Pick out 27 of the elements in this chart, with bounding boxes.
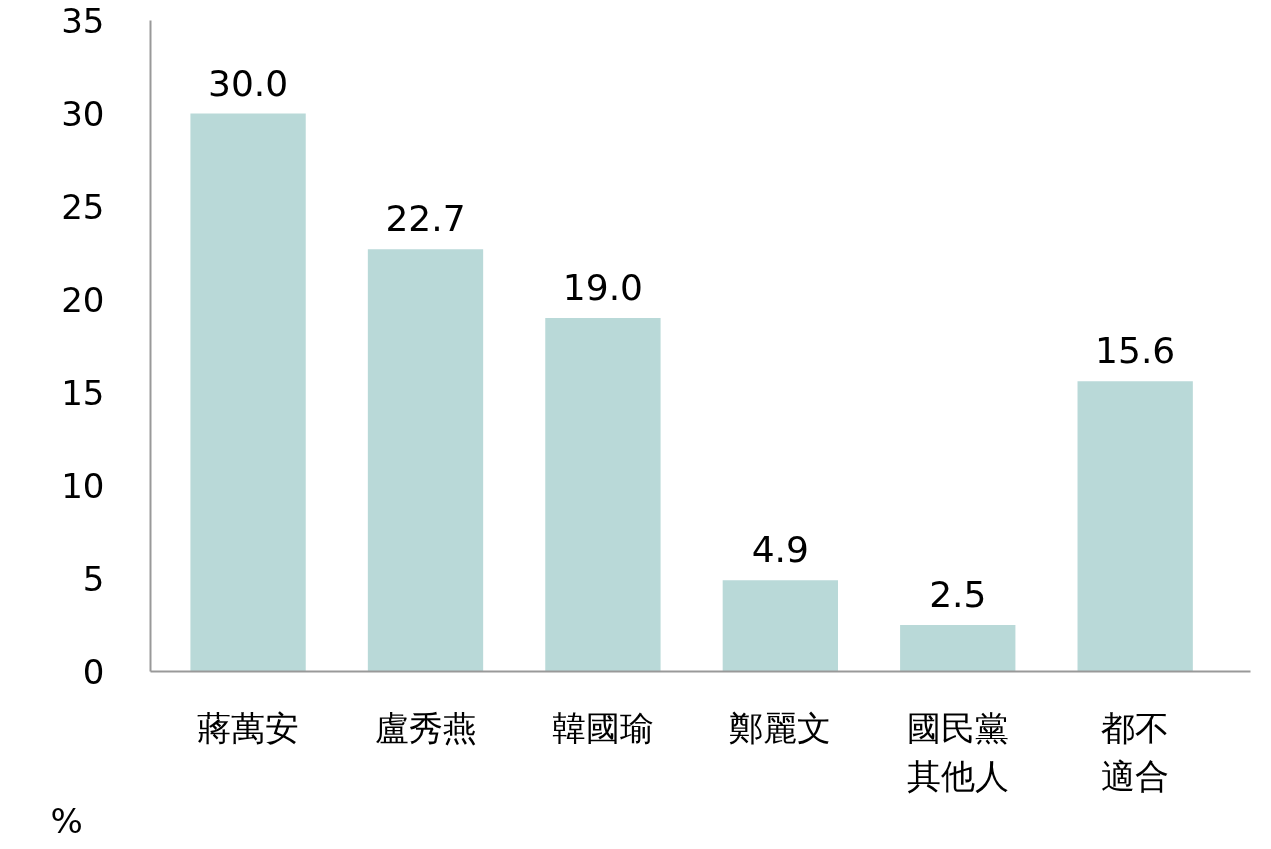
bar bbox=[1077, 381, 1193, 672]
data-label: 15.6 bbox=[1095, 330, 1176, 372]
y-tick-label: 5 bbox=[82, 559, 105, 599]
x-tick-label: 鄭麗文 bbox=[729, 707, 832, 748]
x-tick-label: 都不適合 bbox=[1101, 707, 1170, 796]
data-label: 19.0 bbox=[562, 267, 643, 309]
y-tick-label: 15 bbox=[61, 373, 105, 413]
y-tick-label: 25 bbox=[61, 187, 105, 227]
y-tick-label: 30 bbox=[61, 94, 105, 134]
bar bbox=[190, 113, 306, 672]
bar bbox=[722, 580, 838, 672]
data-label: 2.5 bbox=[929, 574, 987, 615]
y-tick-label: 35 bbox=[61, 1, 105, 41]
y-tick-label: 10 bbox=[61, 466, 105, 506]
y-axis-title: % bbox=[50, 800, 83, 841]
data-label: 30.0 bbox=[208, 62, 289, 104]
x-tick-label: 蔣萬安 bbox=[197, 707, 300, 748]
bar bbox=[545, 318, 661, 672]
data-label: 22.7 bbox=[385, 198, 466, 240]
y-tick-label: 20 bbox=[61, 280, 105, 320]
bar bbox=[900, 625, 1016, 672]
x-tick-label: 盧秀燕 bbox=[374, 707, 477, 748]
x-tick-label: 國民黨其他人 bbox=[906, 707, 1009, 796]
bar bbox=[367, 249, 484, 672]
y-tick-label: 0 bbox=[82, 652, 105, 692]
data-label: 4.9 bbox=[751, 529, 809, 571]
x-tick-label: 韓國瑜 bbox=[551, 707, 654, 748]
